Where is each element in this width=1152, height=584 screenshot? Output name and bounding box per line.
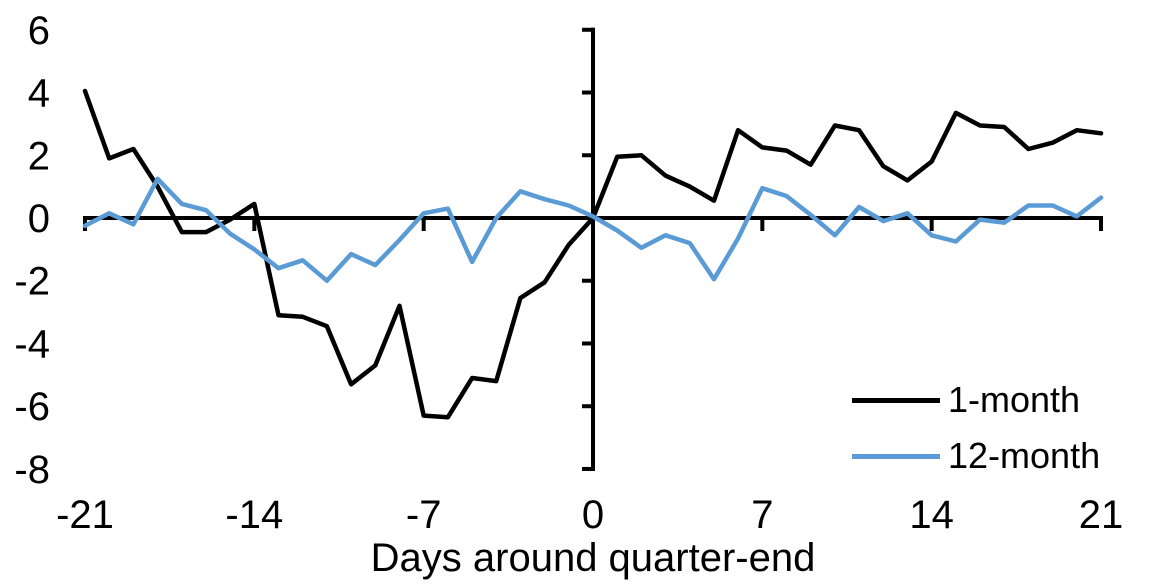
legend-item-12-month: 12-month: [852, 437, 1100, 475]
legend-line-sample-12-month: [852, 453, 940, 459]
y-tick-label: 6: [28, 9, 50, 53]
x-tick-label: 0: [582, 493, 604, 537]
y-tick-label: 2: [28, 134, 50, 178]
y-tick-label: -6: [14, 385, 50, 429]
x-tick-label: 7: [751, 493, 773, 537]
y-tick-label: 0: [28, 197, 50, 241]
x-tick-label: -14: [225, 493, 283, 537]
legend-label-1-month: 1-month: [948, 379, 1081, 420]
x-tick-label: 14: [909, 493, 954, 537]
series-line-12-month: [82, 176, 1104, 283]
legend-item-1-month: 1-month: [852, 381, 1100, 419]
y-tick-label: -2: [14, 260, 50, 304]
x-axis-title: Days around quarter-end: [370, 536, 816, 580]
y-tick-label: 4: [28, 72, 50, 116]
legend-line-sample-1-month: [852, 397, 940, 403]
x-tick-label: -7: [406, 493, 442, 537]
x-tick-label: 21: [1079, 493, 1124, 537]
legend: 1-month 12-month: [852, 381, 1100, 475]
x-tick-label: -21: [56, 493, 114, 537]
legend-label-12-month: 12-month: [948, 435, 1101, 476]
y-tick-label: -4: [14, 322, 50, 366]
y-tick-label: -8: [14, 448, 50, 492]
